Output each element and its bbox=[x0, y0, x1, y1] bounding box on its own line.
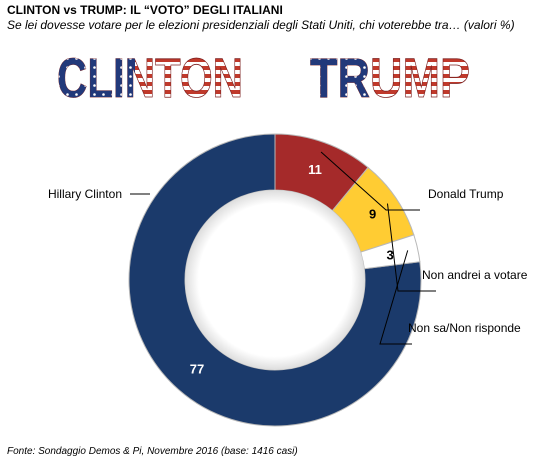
leader-lines bbox=[130, 151, 436, 345]
category-labels: Hillary Clinton Donald Trump Non andrei a … bbox=[48, 187, 528, 335]
leader-line-non-sa-non-risponde bbox=[379, 250, 412, 345]
leader-line-donald-trump bbox=[320, 151, 420, 211]
trump-banner-stars: TRUMP bbox=[310, 46, 470, 109]
value-label-hillary-clinton: 77 bbox=[190, 362, 204, 377]
value-label-non-sa-non-risponde: 3 bbox=[387, 247, 394, 262]
page-title: CLINTON vs TRUMP: IL “VOTO” DEGLI ITALIA… bbox=[7, 3, 283, 17]
clinton-banner: CLINTON CLINTON bbox=[57, 46, 244, 110]
category-label-non-andrei-a-votare: Non andrei a votare bbox=[422, 268, 528, 282]
clinton-banner-stars: CLINTON bbox=[57, 46, 243, 109]
source-note: Fonte: Sondaggio Demos & Pi, Novembre 20… bbox=[7, 446, 298, 457]
category-label-non-sa-non-risponde: Non sa/Non risponde bbox=[408, 321, 521, 335]
trump-banner: TRUMP TRUMP bbox=[310, 46, 471, 110]
clinton-banner-word: CLINTON bbox=[57, 46, 243, 109]
category-label-hillary-clinton: Hillary Clinton bbox=[48, 187, 122, 201]
leader-line-non-andrei-a-votare bbox=[386, 203, 436, 292]
value-labels: 77 11 9 3 bbox=[190, 162, 394, 377]
trump-banner-word: TRUMP bbox=[310, 46, 470, 109]
value-label-non-andrei-a-votare: 9 bbox=[369, 207, 376, 222]
category-label-donald-trump: Donald Trump bbox=[428, 187, 504, 201]
donut-hole bbox=[185, 190, 365, 370]
page-subtitle: Se lei dovesse votare per le elezioni pr… bbox=[7, 18, 515, 32]
value-label-donald-trump: 11 bbox=[308, 162, 322, 177]
